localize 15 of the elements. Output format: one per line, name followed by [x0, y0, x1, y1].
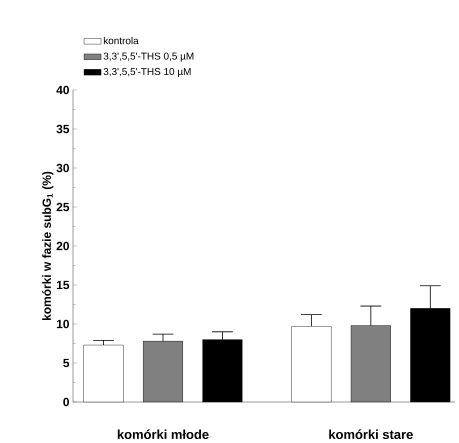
legend-label: 3,3',5,5'-THS 10 µM — [104, 68, 191, 78]
y-tick-label: 20 — [56, 242, 69, 250]
legend-label: kontrola — [104, 36, 139, 44]
y-axis-title: komórki w fazie subG$_{1}$ (%) — [42, 172, 54, 320]
y-tick-label: 0 — [63, 398, 69, 406]
y-tick-label: 30 — [56, 164, 69, 172]
y-tick-label: 35 — [56, 124, 70, 134]
y-tick-label: 5 — [63, 358, 70, 368]
y-tick-label: 15 — [56, 280, 70, 290]
x-tick-label: komórki stare — [329, 429, 413, 440]
y-tick-label: 10 — [56, 320, 69, 328]
y-tick-label: 40 — [56, 86, 69, 94]
legend-label: 3,3',5,5'-THS 0,5 µM — [104, 52, 194, 62]
y-tick-label: 25 — [56, 202, 70, 212]
x-tick-label: komórki młode — [118, 429, 209, 440]
